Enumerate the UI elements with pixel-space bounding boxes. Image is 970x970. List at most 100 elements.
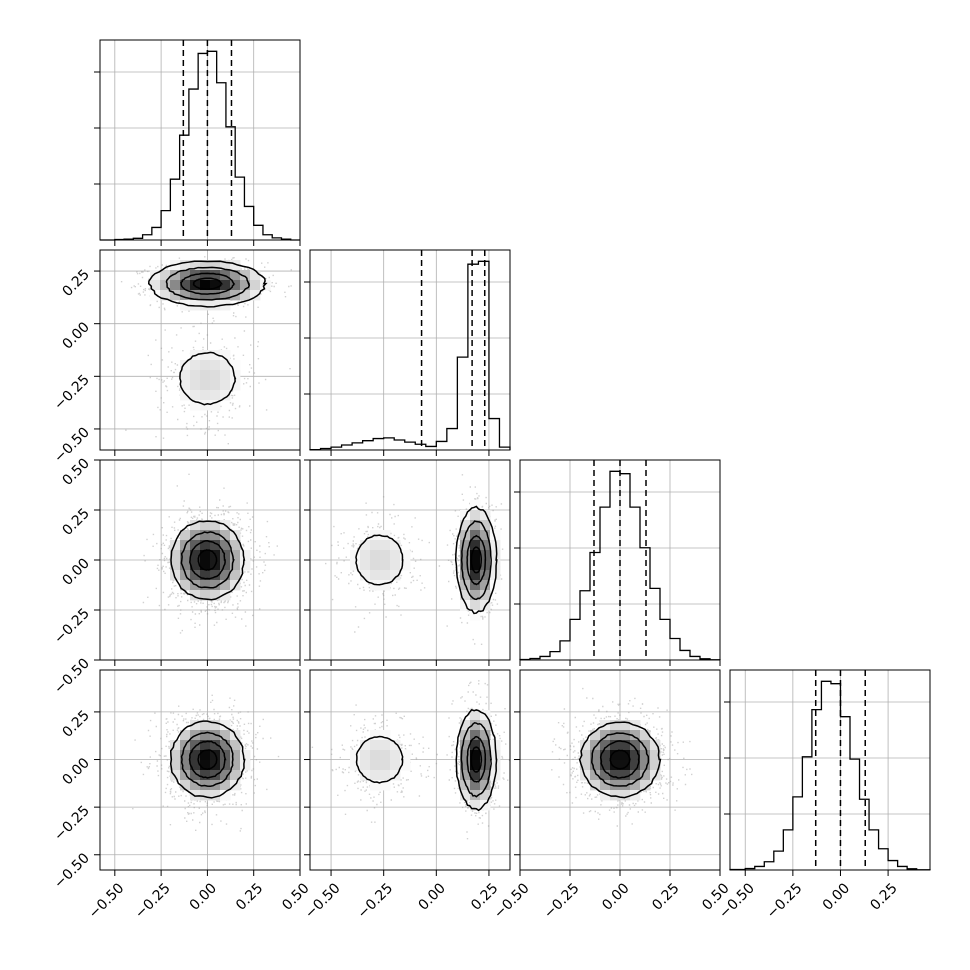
density-cell: [210, 580, 221, 591]
density-cell: [620, 770, 631, 781]
contour-line: [454, 505, 498, 615]
density-cell: [200, 270, 211, 281]
density-cell: [230, 570, 241, 581]
density-cell: [600, 760, 611, 771]
density-cell: [170, 560, 181, 571]
density-layer: [142, 473, 278, 634]
density-cell: [470, 760, 481, 771]
density-cell: [460, 540, 471, 551]
density-cell: [190, 360, 201, 371]
density-cell: [240, 290, 251, 301]
density-cell: [590, 750, 601, 761]
hist-panel-0: [94, 39, 301, 246]
density-cell: [390, 740, 401, 751]
density-cell: [200, 560, 211, 571]
density-cell: [590, 740, 601, 751]
density-cell: [200, 550, 211, 561]
density-cell: [480, 580, 491, 591]
density-cell: [380, 540, 391, 551]
density-cell: [230, 380, 241, 391]
density-cell: [220, 390, 231, 401]
density-cell: [180, 780, 191, 791]
density-cell: [210, 520, 221, 531]
density-cell: [160, 280, 171, 291]
density-cell: [370, 780, 381, 791]
contour-line: [180, 731, 234, 787]
density-cell: [220, 770, 231, 781]
density-cell: [490, 550, 501, 561]
density-cell: [380, 550, 391, 561]
density-cell: [190, 570, 201, 581]
density-cell: [230, 750, 241, 761]
contour-line: [466, 534, 487, 586]
density-cell: [390, 570, 401, 581]
axes-frame: [729, 669, 931, 871]
density-cell: [150, 280, 161, 291]
contour-line: [470, 746, 483, 773]
density-cell: [490, 750, 501, 761]
density-cell: [380, 580, 391, 591]
density-cell: [590, 770, 601, 781]
density-cell: [180, 270, 191, 281]
density-cell: [230, 370, 241, 381]
density-cell: [210, 720, 221, 731]
density-cell: [590, 730, 601, 741]
density-cell: [360, 740, 371, 751]
density-cell: [470, 570, 481, 581]
contour-line: [180, 272, 236, 295]
density-cell: [640, 750, 651, 761]
density-cell: [190, 740, 201, 751]
density-cell: [190, 400, 201, 411]
contour-line: [169, 720, 246, 799]
contour-line: [165, 266, 251, 301]
density-cell: [460, 560, 471, 571]
density-cell: [200, 400, 211, 411]
density-cell: [160, 270, 171, 281]
density-cell: [600, 730, 611, 741]
density-cell: [240, 550, 251, 561]
density-cell: [170, 290, 181, 301]
density-cell: [480, 740, 491, 751]
density-cell: [480, 770, 491, 781]
density-cell: [190, 390, 201, 401]
density-cell: [190, 540, 201, 551]
density-cell: [640, 780, 651, 791]
density-cell: [610, 720, 621, 731]
density-cell: [170, 760, 181, 771]
density-cell: [230, 550, 241, 561]
density-cell: [630, 760, 641, 771]
density-cell: [590, 760, 601, 771]
density-cell: [380, 530, 391, 541]
density-cell: [180, 560, 191, 571]
density-cell: [610, 750, 621, 761]
density-cell: [200, 570, 211, 581]
density-cell: [230, 760, 241, 771]
density-cell: [470, 780, 481, 791]
density-cell: [400, 560, 411, 571]
density-cell: [180, 260, 191, 271]
density-cell: [460, 760, 471, 771]
density-cell: [190, 720, 201, 731]
density-cell: [620, 740, 631, 751]
density-cell: [180, 280, 191, 291]
density-cell: [460, 790, 471, 801]
density-cell: [210, 370, 221, 381]
density-cell: [200, 350, 211, 361]
contour-line: [466, 735, 487, 783]
density-cell: [370, 750, 381, 761]
contour-line: [197, 549, 218, 571]
contour-line: [460, 520, 492, 601]
density-cell: [150, 270, 161, 281]
density-cell: [230, 770, 241, 781]
density-cell: [490, 760, 501, 771]
density-cell: [380, 570, 391, 581]
density-cell: [400, 550, 411, 561]
density-cell: [630, 740, 641, 751]
density-cell: [470, 530, 481, 541]
density-cell: [220, 550, 231, 561]
density-cell: [180, 760, 191, 771]
contour-line: [180, 531, 235, 589]
density-cell: [210, 540, 221, 551]
density-cell: [230, 360, 241, 371]
scatter-points: [325, 474, 504, 645]
